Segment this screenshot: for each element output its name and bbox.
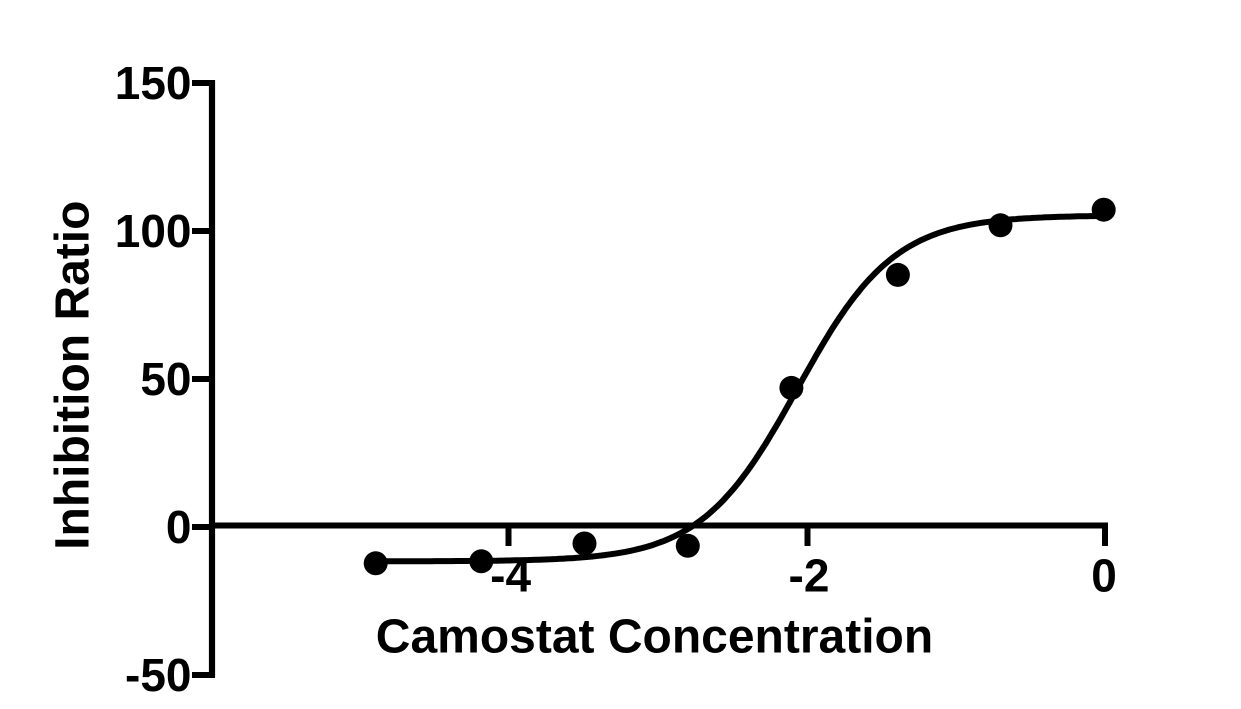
- svg-text:-2: -2: [789, 550, 830, 602]
- svg-text:50: 50: [140, 353, 191, 405]
- svg-text:150: 150: [115, 57, 192, 109]
- svg-text:0: 0: [166, 501, 192, 553]
- svg-text:Inhibition Ratio: Inhibition Ratio: [47, 201, 100, 550]
- svg-text:Camostat Concentration: Camostat Concentration: [376, 611, 933, 664]
- svg-text:100: 100: [115, 205, 192, 257]
- svg-text:-50: -50: [125, 649, 191, 701]
- svg-text:0: 0: [1091, 550, 1117, 602]
